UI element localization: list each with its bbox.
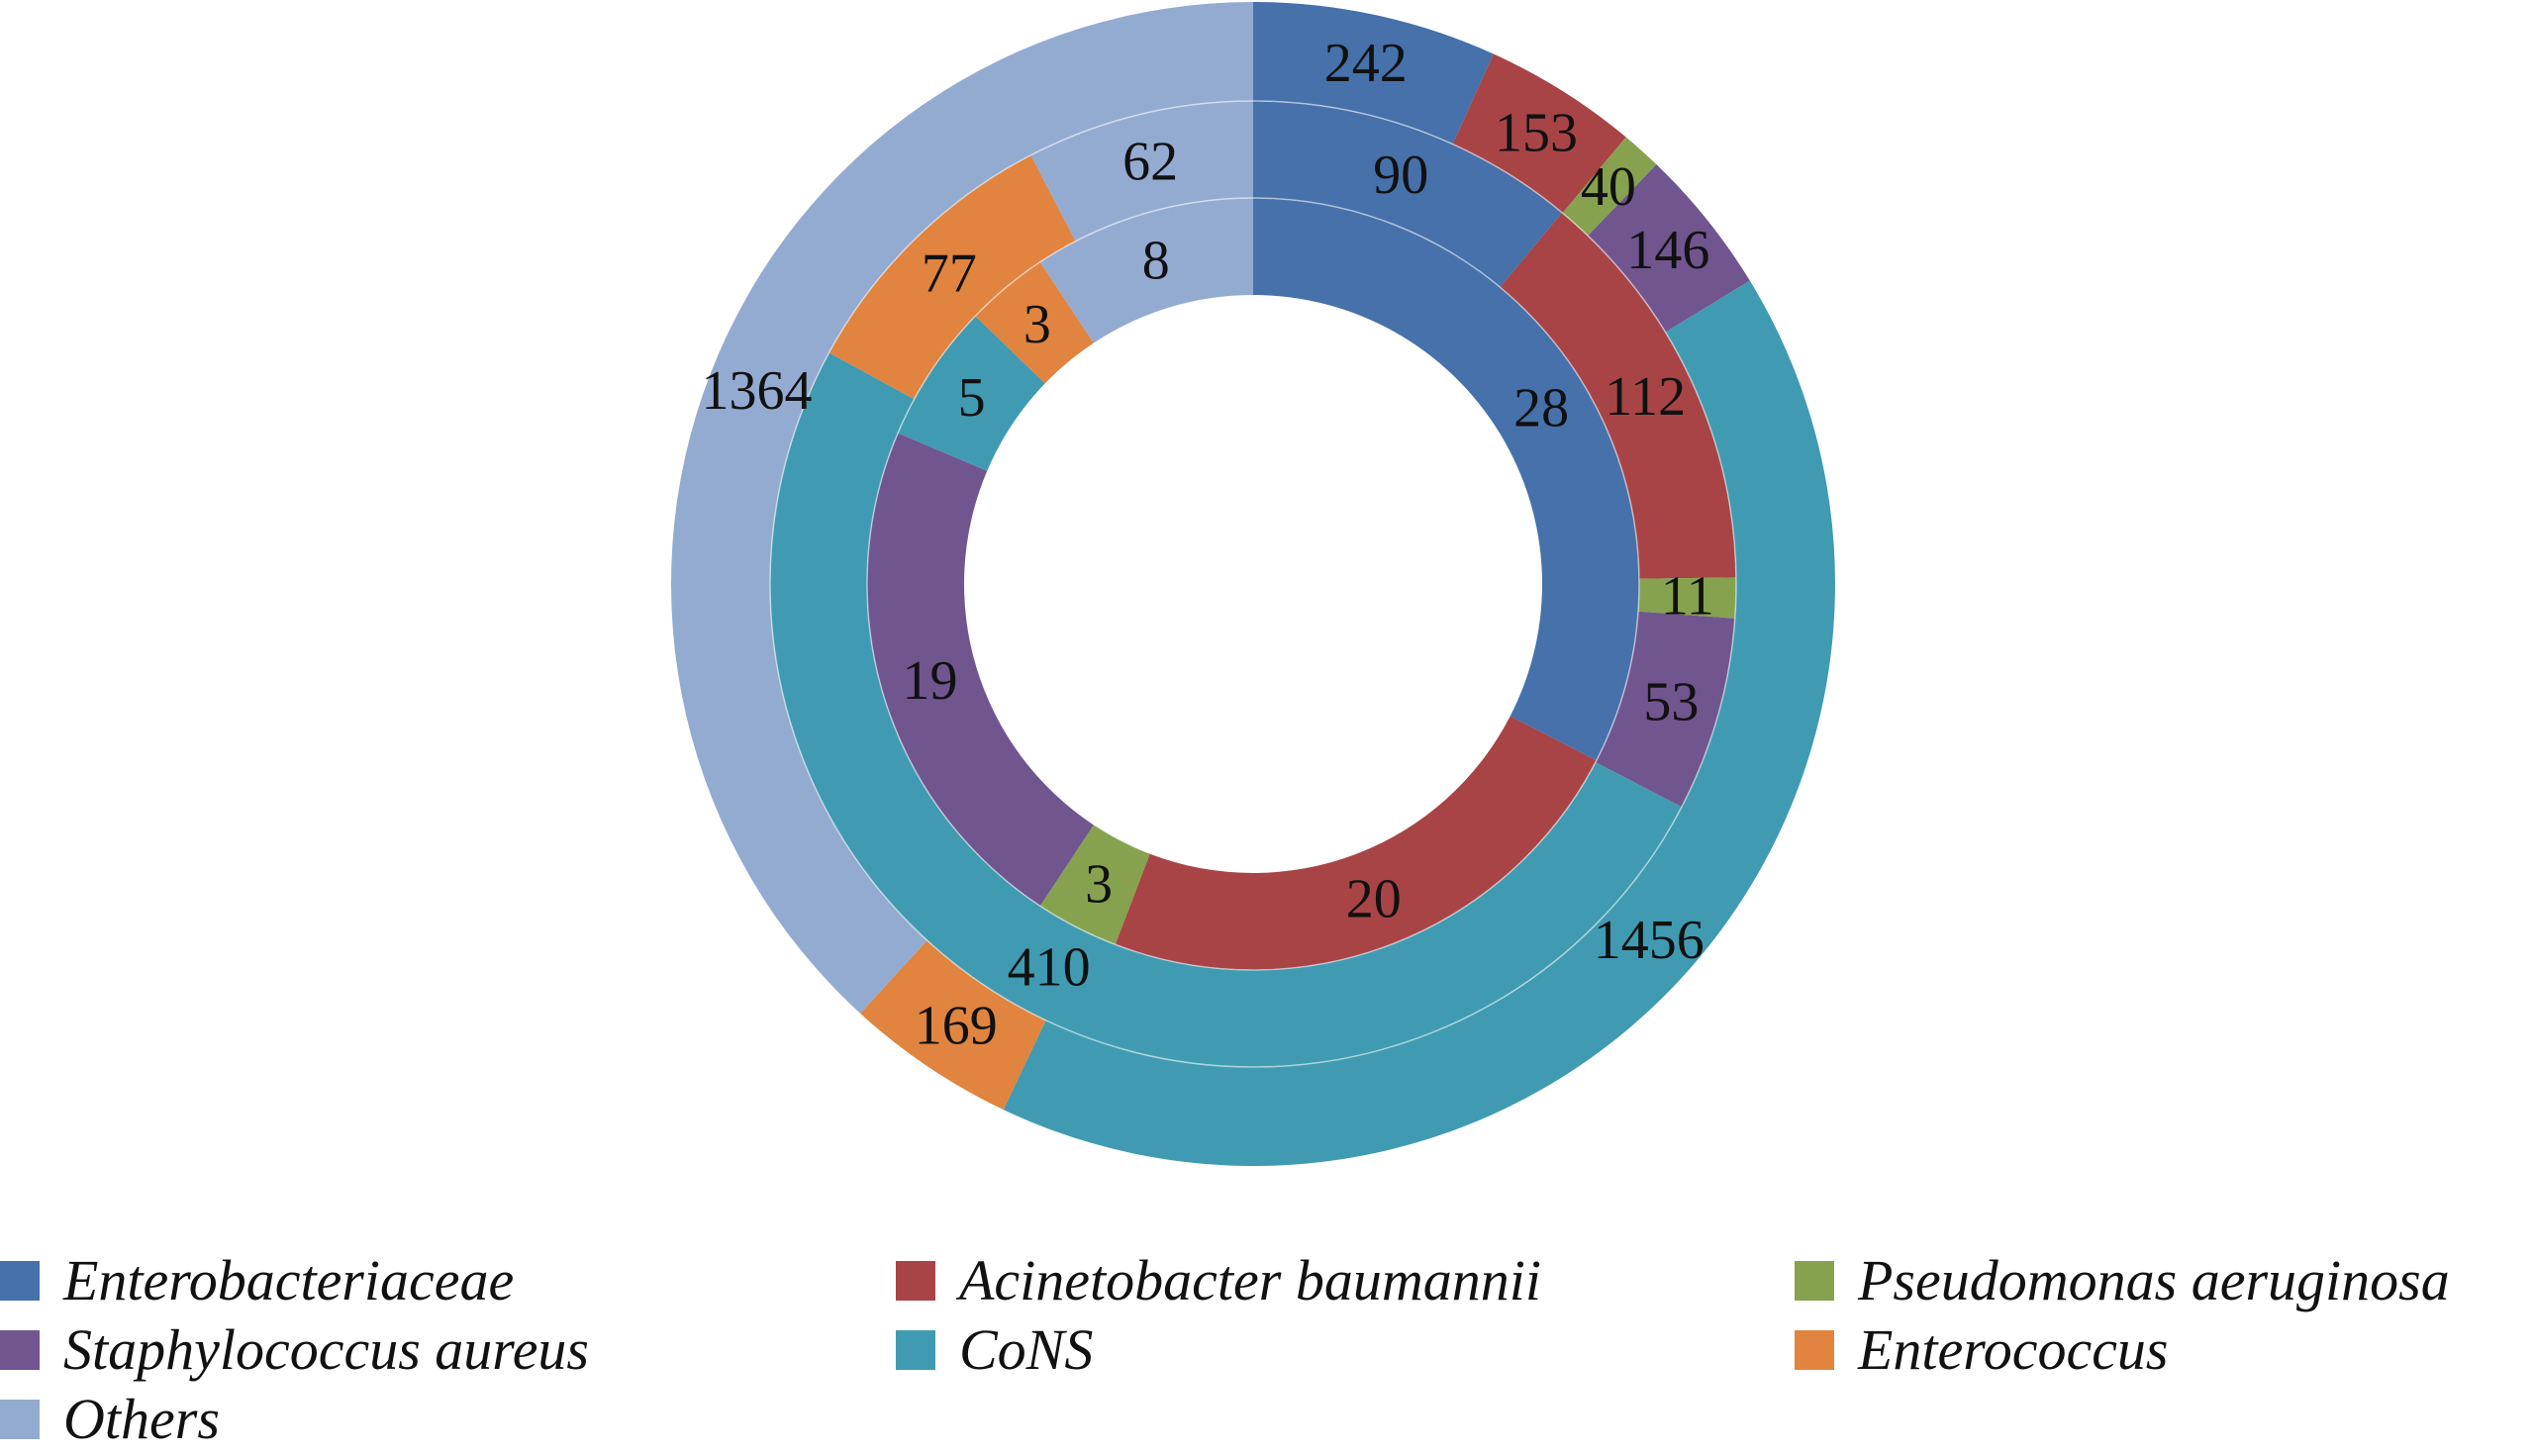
legend-item-others: Others xyxy=(0,1388,220,1451)
outer-ring-label-others: 1364 xyxy=(702,360,813,422)
ring-middle xyxy=(769,101,1736,1068)
middle-ring-slice-enterococcus xyxy=(828,154,1076,400)
middle-ring-slice-others xyxy=(1030,101,1253,242)
middle-ring-label-cons: 410 xyxy=(1008,936,1091,998)
legend-label: Others xyxy=(63,1387,220,1451)
legend-item-cons: CoNS xyxy=(896,1318,1093,1382)
middle-ring-label-enterococcus: 77 xyxy=(922,243,977,304)
outer-ring-label-staphylococcus-aureus: 146 xyxy=(1626,220,1709,281)
inner-ring-slice-others xyxy=(1039,198,1253,343)
inner-ring-label-cons: 5 xyxy=(958,367,986,429)
middle-ring-slice-staphylococcus-aureus xyxy=(1595,611,1735,808)
outer-ring-label-cons: 1456 xyxy=(1594,910,1705,971)
legend-label: Staphylococcus aureus xyxy=(63,1317,590,1382)
inner-ring-label-others: 8 xyxy=(1142,231,1170,292)
middle-ring-slice-enterobacteriaceae xyxy=(1253,101,1563,288)
inner-ring-slice-acinetobacter-baumannii xyxy=(1115,716,1597,971)
middle-ring-label-pseudomonas-aeruginosa: 11 xyxy=(1661,566,1714,628)
legend-item-staphylococcus-aureus: Staphylococcus aureus xyxy=(0,1318,589,1382)
legend-swatch xyxy=(896,1261,935,1301)
outer-ring-slice-cons xyxy=(1003,280,1835,1166)
outer-ring-slice-enterococcus xyxy=(860,940,1046,1111)
ring-separator-1 xyxy=(866,197,1640,971)
ring-inner xyxy=(867,198,1639,971)
ring-separator-2 xyxy=(769,100,1737,1068)
legend: Enterobacteriaceae Acinetobacter baumann… xyxy=(0,1249,2533,1452)
outer-ring-label-enterobacteriaceae: 242 xyxy=(1324,33,1408,94)
inner-ring-slice-staphylococcus-aureus xyxy=(867,433,1094,907)
legend-swatch xyxy=(1795,1330,1834,1370)
donut-chart: 28 20 3 19 5 3 8 90 112 11 53 410 77 62 242 153 40 146 145… xyxy=(671,2,1835,1166)
outer-ring-slice-acinetobacter-baumannii xyxy=(1452,53,1626,214)
middle-ring-label-staphylococcus-aureus: 53 xyxy=(1643,672,1699,733)
outer-ring-slice-enterobacteriaceae xyxy=(1253,2,1494,145)
outer-ring-slice-staphylococcus-aureus xyxy=(1588,164,1750,333)
legend-swatch xyxy=(0,1261,40,1301)
inner-ring-slice-pseudomonas-aeruginosa xyxy=(1039,825,1150,945)
outer-ring-label-acinetobacter-baumannii: 153 xyxy=(1495,102,1578,163)
donut-chart-svg: 2820319538901121153410776224215340146145… xyxy=(671,2,1835,1166)
outer-ring-slice-others xyxy=(671,2,1253,1014)
outer-ring-slice-pseudomonas-aeruginosa xyxy=(1562,137,1657,237)
legend-swatch xyxy=(0,1400,40,1439)
middle-ring-label-enterobacteriaceae: 90 xyxy=(1373,145,1428,206)
legend-item-enterobacteriaceae: Enterobacteriaceae xyxy=(0,1249,514,1312)
middle-ring-slice-acinetobacter-baumannii xyxy=(1500,212,1736,579)
inner-ring-label-staphylococcus-aureus: 19 xyxy=(903,650,958,712)
inner-ring-label-acinetobacter-baumannii: 20 xyxy=(1346,869,1402,930)
legend-label: CoNS xyxy=(959,1317,1094,1382)
legend-label: Enterobacteriaceae xyxy=(63,1248,515,1312)
inner-ring-slice-enterococcus xyxy=(975,261,1094,384)
legend-item-acinetobacter-baumannii: Acinetobacter baumannii xyxy=(896,1249,1541,1312)
legend-label: Enterococcus xyxy=(1858,1317,2169,1382)
middle-ring-label-acinetobacter-baumannii: 112 xyxy=(1605,366,1686,428)
data-labels: 2820319538901121153410776224215340146145… xyxy=(702,33,1714,1056)
ring-separators xyxy=(769,100,1737,1068)
inner-ring-label-enterococcus: 3 xyxy=(1023,294,1051,355)
inner-ring-label-pseudomonas-aeruginosa: 3 xyxy=(1085,853,1113,915)
legend-item-pseudomonas-aeruginosa: Pseudomonas aeruginosa xyxy=(1795,1249,2450,1312)
legend-label: Pseudomonas aeruginosa xyxy=(1858,1248,2450,1312)
legend-swatch xyxy=(896,1330,935,1370)
inner-ring-slice-enterobacteriaceae xyxy=(1253,198,1639,761)
inner-ring-label-enterobacteriaceae: 28 xyxy=(1513,377,1569,438)
legend-item-enterococcus: Enterococcus xyxy=(1795,1318,2169,1382)
legend-swatch xyxy=(0,1330,40,1370)
middle-ring-slice-pseudomonas-aeruginosa xyxy=(1638,577,1736,619)
middle-ring-label-others: 62 xyxy=(1122,132,1178,193)
legend-label: Acinetobacter baumannii xyxy=(959,1248,1541,1312)
outer-ring-label-pseudomonas-aeruginosa: 40 xyxy=(1581,156,1636,218)
legend-swatch xyxy=(1795,1261,1834,1301)
inner-ring-slice-cons xyxy=(898,316,1045,471)
ring-outer xyxy=(671,2,1835,1166)
middle-ring-slice-cons xyxy=(769,352,1682,1068)
outer-ring-label-enterococcus: 169 xyxy=(915,995,998,1056)
